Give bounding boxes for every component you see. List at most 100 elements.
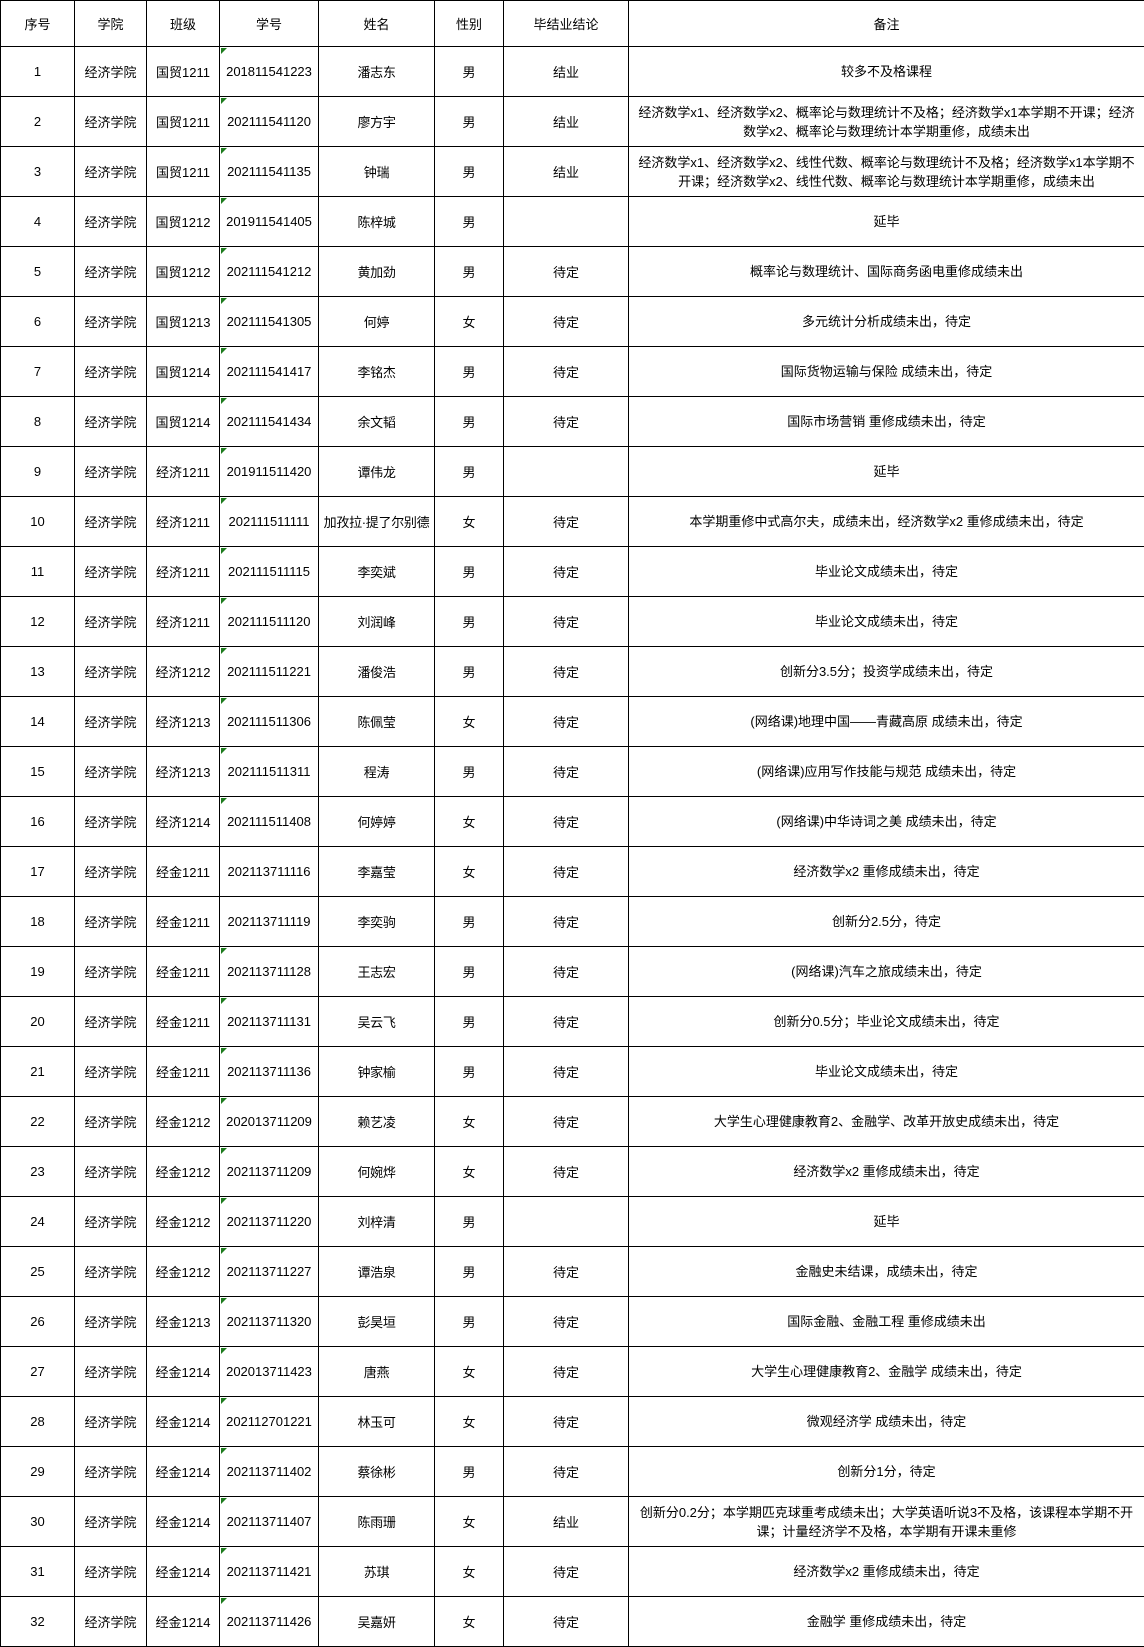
cell-conclusion[interactable]: 待定	[504, 997, 629, 1047]
cell-conclusion[interactable]: 待定	[504, 1347, 629, 1397]
cell-remark[interactable]: 延毕	[629, 447, 1144, 497]
cell-index[interactable]: 13	[1, 647, 75, 697]
cell-remark[interactable]: 毕业论文成绩未出，待定	[629, 547, 1144, 597]
cell-name[interactable]: 加孜拉·提了尔别德	[319, 497, 435, 547]
cell-name[interactable]: 潘俊浩	[319, 647, 435, 697]
cell-index[interactable]: 6	[1, 297, 75, 347]
cell-remark[interactable]: 创新分0.2分；本学期匹克球重考成绩未出；大学英语听说3不及格，该课程本学期不开…	[629, 1497, 1144, 1547]
cell-index[interactable]: 9	[1, 447, 75, 497]
cell-remark[interactable]: 多元统计分析成绩未出，待定	[629, 297, 1144, 347]
cell-class[interactable]: 经金1214	[147, 1347, 220, 1397]
cell-name[interactable]: 陈梓城	[319, 197, 435, 247]
cell-index[interactable]: 1	[1, 47, 75, 97]
cell-class[interactable]: 国贸1211	[147, 47, 220, 97]
cell-name[interactable]: 王志宏	[319, 947, 435, 997]
cell-remark[interactable]: 大学生心理健康教育2、金融学、改革开放史成绩未出，待定	[629, 1097, 1144, 1147]
cell-college[interactable]: 经济学院	[75, 1347, 147, 1397]
cell-index[interactable]: 10	[1, 497, 75, 547]
cell-remark[interactable]: 国际市场营销 重修成绩未出，待定	[629, 397, 1144, 447]
cell-remark[interactable]: (网络课)汽车之旅成绩未出，待定	[629, 947, 1144, 997]
cell-class[interactable]: 经金1212	[147, 1147, 220, 1197]
cell-gender[interactable]: 男	[435, 547, 504, 597]
cell-class[interactable]: 国贸1213	[147, 297, 220, 347]
cell-conclusion[interactable]: 待定	[504, 1547, 629, 1597]
cell-gender[interactable]: 男	[435, 47, 504, 97]
cell-index[interactable]: 26	[1, 1297, 75, 1347]
cell-remark[interactable]: 创新分2.5分，待定	[629, 897, 1144, 947]
cell-index[interactable]: 18	[1, 897, 75, 947]
cell-name[interactable]: 李奕斌	[319, 547, 435, 597]
cell-student-id[interactable]: 202111541434	[220, 397, 319, 447]
column-header-index[interactable]: 序号	[1, 1, 75, 47]
cell-student-id[interactable]: 202111511115	[220, 547, 319, 597]
column-header-gender[interactable]: 性别	[435, 1, 504, 47]
cell-student-id[interactable]: 202113711128	[220, 947, 319, 997]
cell-conclusion[interactable]: 结业	[504, 47, 629, 97]
cell-conclusion[interactable]	[504, 197, 629, 247]
cell-gender[interactable]: 男	[435, 997, 504, 1047]
cell-index[interactable]: 30	[1, 1497, 75, 1547]
cell-student-id[interactable]: 202113711209	[220, 1147, 319, 1197]
cell-student-id[interactable]: 201911541405	[220, 197, 319, 247]
cell-remark[interactable]: 创新分1分，待定	[629, 1447, 1144, 1497]
cell-index[interactable]: 12	[1, 597, 75, 647]
cell-student-id[interactable]: 202113711402	[220, 1447, 319, 1497]
cell-index[interactable]: 14	[1, 697, 75, 747]
cell-index[interactable]: 11	[1, 547, 75, 597]
cell-gender[interactable]: 男	[435, 1297, 504, 1347]
cell-index[interactable]: 2	[1, 97, 75, 147]
cell-student-id[interactable]: 202111511306	[220, 697, 319, 747]
cell-index[interactable]: 22	[1, 1097, 75, 1147]
column-header-college[interactable]: 学院	[75, 1, 147, 47]
cell-college[interactable]: 经济学院	[75, 1097, 147, 1147]
cell-class[interactable]: 经济1213	[147, 747, 220, 797]
cell-class[interactable]: 经金1214	[147, 1547, 220, 1597]
cell-remark[interactable]: (网络课)地理中国——青藏高原 成绩未出，待定	[629, 697, 1144, 747]
cell-college[interactable]: 经济学院	[75, 547, 147, 597]
cell-class[interactable]: 经金1211	[147, 997, 220, 1047]
cell-college[interactable]: 经济学院	[75, 1197, 147, 1247]
cell-index[interactable]: 17	[1, 847, 75, 897]
cell-class[interactable]: 经金1214	[147, 1447, 220, 1497]
cell-student-id[interactable]: 201911511420	[220, 447, 319, 497]
cell-name[interactable]: 吴嘉妍	[319, 1597, 435, 1647]
cell-class[interactable]: 国贸1214	[147, 347, 220, 397]
cell-index[interactable]: 21	[1, 1047, 75, 1097]
cell-college[interactable]: 经济学院	[75, 947, 147, 997]
cell-name[interactable]: 苏琪	[319, 1547, 435, 1597]
cell-gender[interactable]: 男	[435, 647, 504, 697]
cell-index[interactable]: 8	[1, 397, 75, 447]
cell-remark[interactable]: 经济数学x2 重修成绩未出，待定	[629, 847, 1144, 897]
column-header-class[interactable]: 班级	[147, 1, 220, 47]
cell-remark[interactable]: 毕业论文成绩未出，待定	[629, 597, 1144, 647]
cell-gender[interactable]: 男	[435, 447, 504, 497]
cell-gender[interactable]: 男	[435, 1447, 504, 1497]
cell-name[interactable]: 程涛	[319, 747, 435, 797]
cell-name[interactable]: 蔡徐彬	[319, 1447, 435, 1497]
cell-college[interactable]: 经济学院	[75, 347, 147, 397]
cell-conclusion[interactable]: 待定	[504, 1447, 629, 1497]
cell-gender[interactable]: 女	[435, 497, 504, 547]
cell-student-id[interactable]: 202111511408	[220, 797, 319, 847]
cell-index[interactable]: 20	[1, 997, 75, 1047]
cell-gender[interactable]: 男	[435, 97, 504, 147]
cell-conclusion[interactable]: 待定	[504, 247, 629, 297]
cell-conclusion[interactable]: 待定	[504, 547, 629, 597]
cell-gender[interactable]: 男	[435, 897, 504, 947]
cell-name[interactable]: 陈雨珊	[319, 1497, 435, 1547]
cell-college[interactable]: 经济学院	[75, 897, 147, 947]
cell-student-id[interactable]: 202111541305	[220, 297, 319, 347]
cell-name[interactable]: 赖艺凌	[319, 1097, 435, 1147]
cell-student-id[interactable]: 202113711227	[220, 1247, 319, 1297]
cell-class[interactable]: 经金1212	[147, 1247, 220, 1297]
column-header-conclusion[interactable]: 毕结业结论	[504, 1, 629, 47]
cell-class[interactable]: 国贸1214	[147, 397, 220, 447]
cell-student-id[interactable]: 201811541223	[220, 47, 319, 97]
cell-index[interactable]: 16	[1, 797, 75, 847]
cell-name[interactable]: 黄加劲	[319, 247, 435, 297]
cell-college[interactable]: 经济学院	[75, 197, 147, 247]
cell-college[interactable]: 经济学院	[75, 1397, 147, 1447]
cell-index[interactable]: 7	[1, 347, 75, 397]
cell-conclusion[interactable]	[504, 447, 629, 497]
cell-index[interactable]: 32	[1, 1597, 75, 1647]
